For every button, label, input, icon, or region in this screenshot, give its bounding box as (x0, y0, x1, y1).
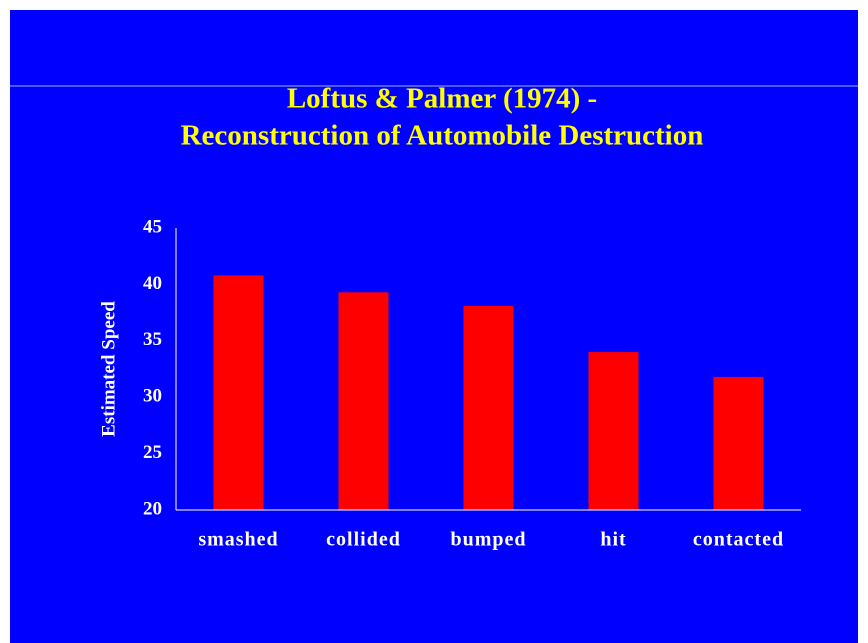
chart-title: Loftus & Palmer (1974) - (287, 83, 597, 115)
y-tick-label: 40 (143, 273, 162, 294)
x-tick-label: smashed (198, 529, 278, 551)
x-tick-label: collided (326, 529, 401, 551)
bar (588, 352, 639, 510)
x-tick-label: contacted (693, 529, 784, 551)
bar (463, 305, 514, 510)
x-tick-label: hit (600, 529, 626, 551)
y-axis-label: Estimated Speed (98, 301, 119, 437)
y-tick-label: 35 (143, 329, 162, 350)
bar (213, 275, 264, 510)
y-tick-label: 45 (143, 216, 162, 237)
y-tick-label: 30 (143, 386, 162, 407)
bar (713, 376, 764, 510)
y-tick-label: 25 (143, 442, 162, 463)
chart-title: Reconstruction of Automobile Destruction (181, 120, 704, 152)
y-tick-label: 20 (143, 498, 162, 519)
x-tick-label: bumped (450, 529, 526, 551)
bar (338, 292, 389, 510)
slide-background (10, 10, 858, 643)
